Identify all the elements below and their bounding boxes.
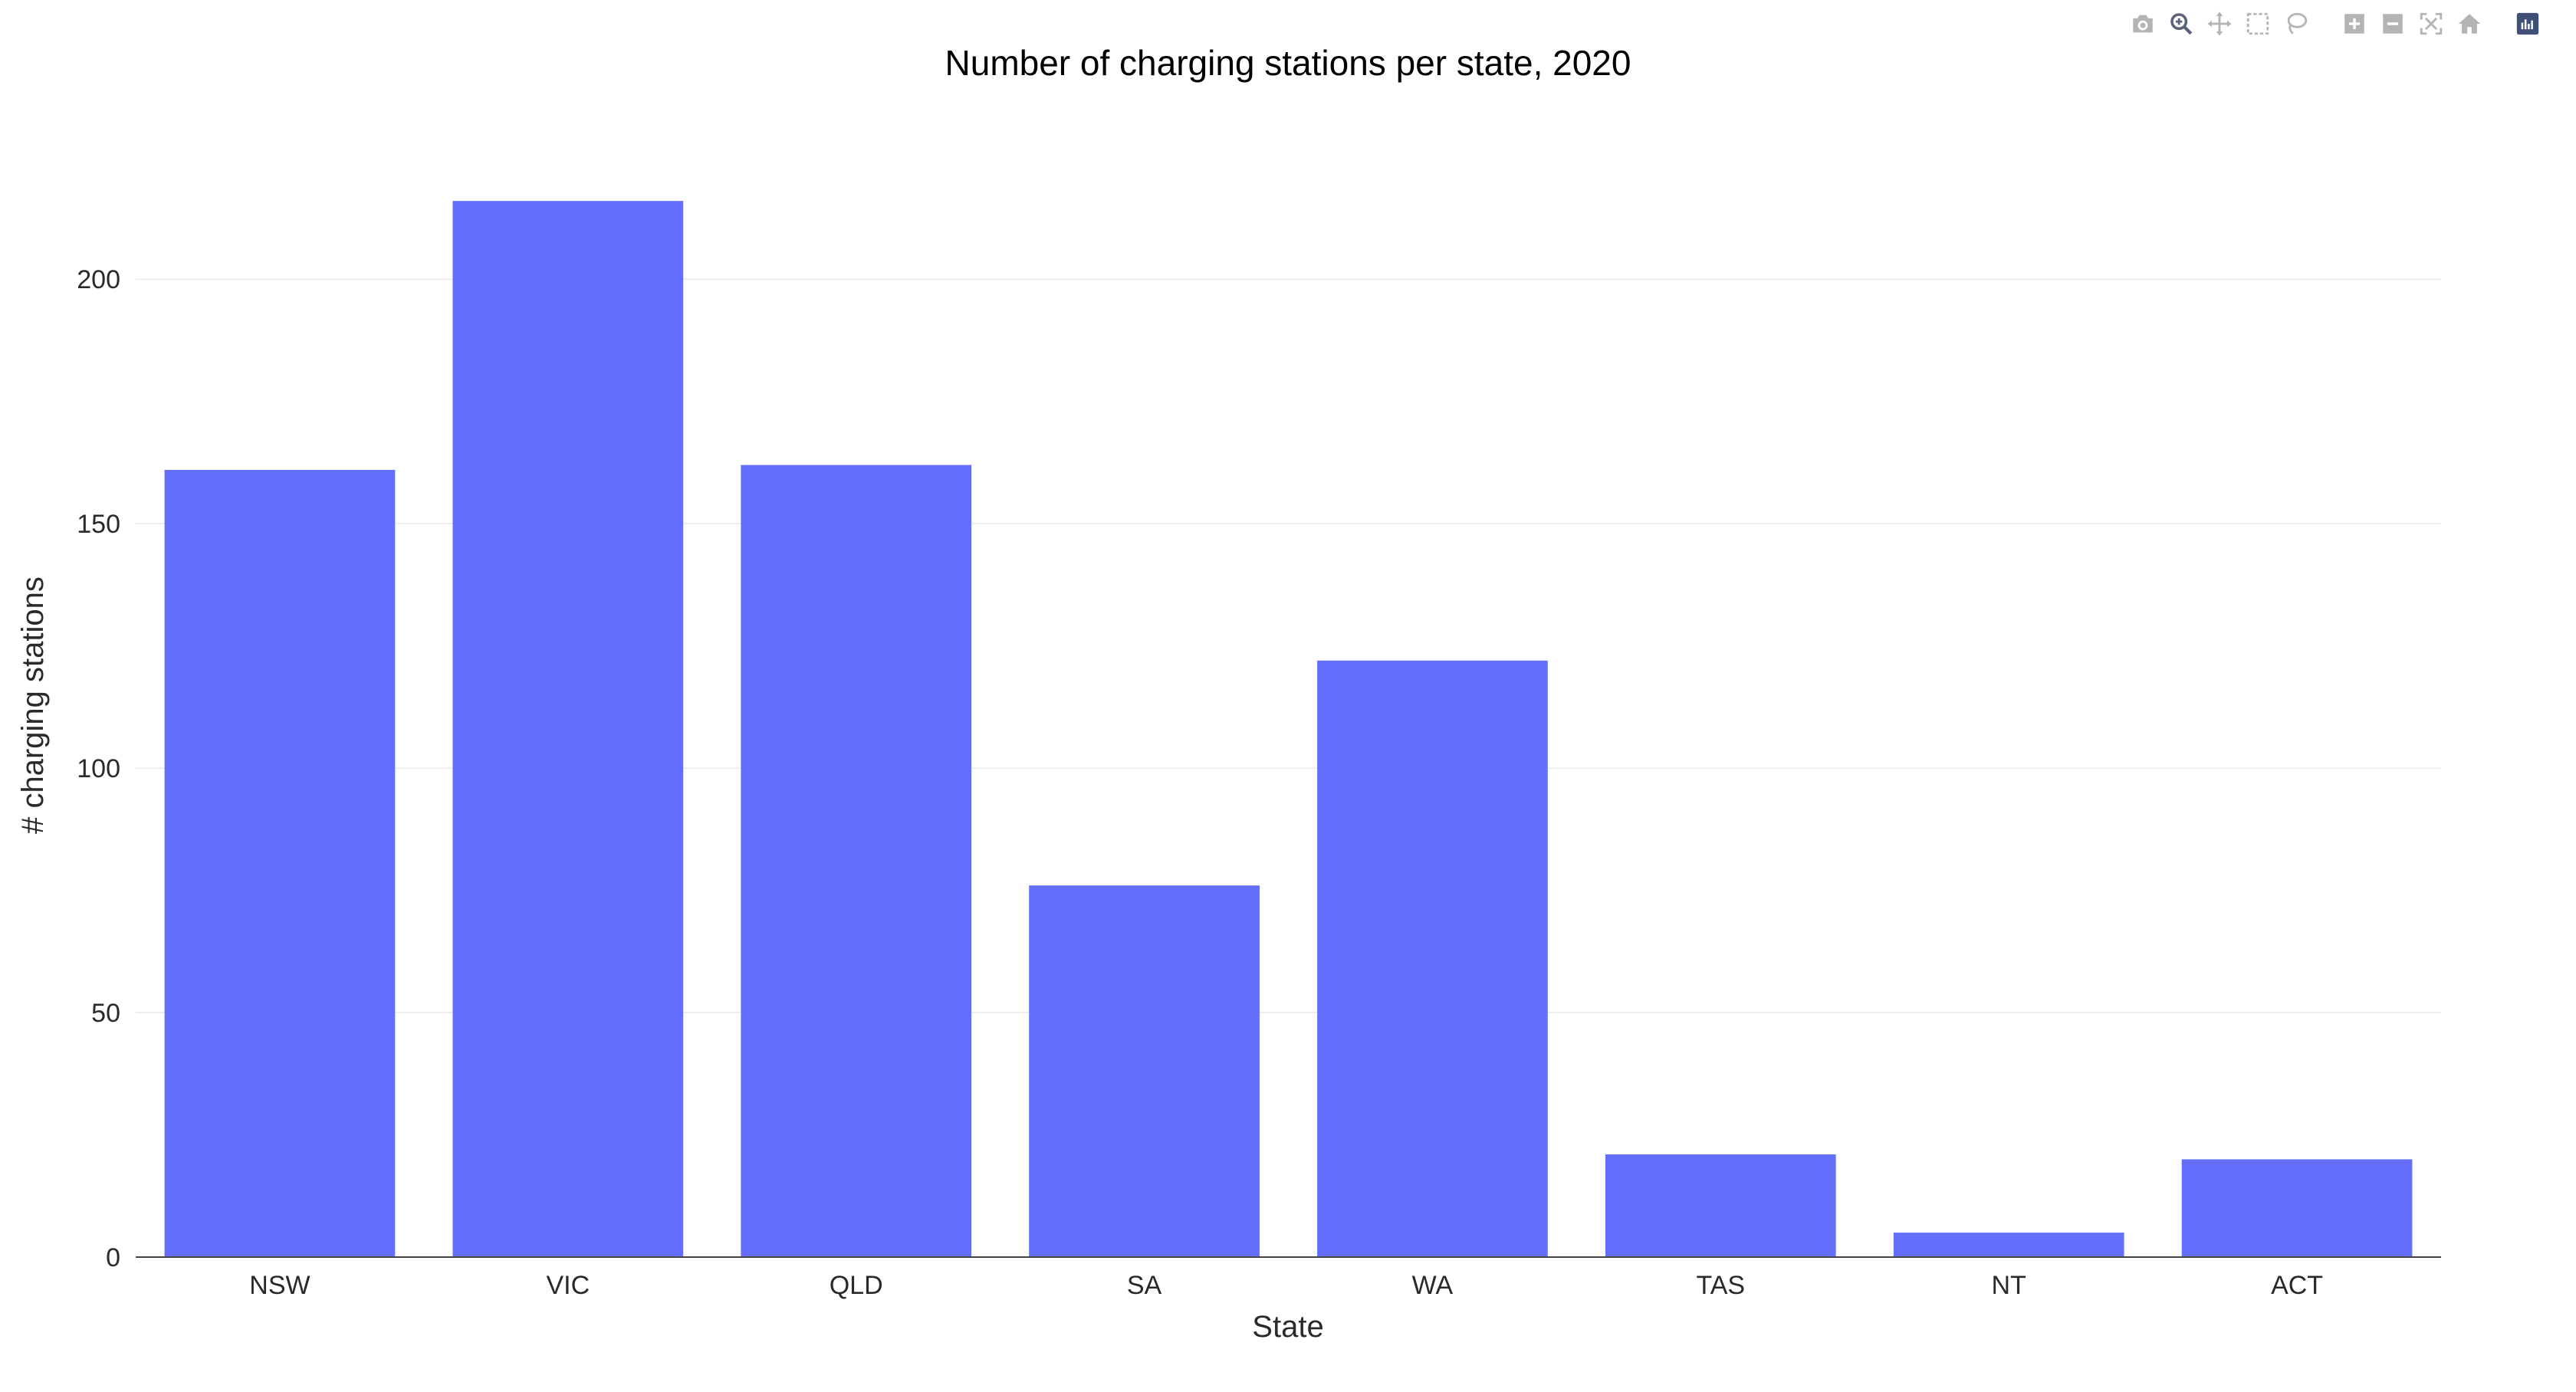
x-tick-label: WA: [1412, 1271, 1454, 1300]
y-axis-title: # charging stations: [16, 576, 50, 834]
y-axis-ticks: 0 50 100 150 200: [77, 265, 120, 1272]
x-tick-label: SA: [1127, 1271, 1162, 1300]
y-tick-label: 0: [106, 1243, 120, 1272]
x-tick-label: NT: [1992, 1271, 2026, 1300]
x-axis-title: State: [1252, 1310, 1323, 1344]
reset-axes-icon[interactable]: [2452, 6, 2487, 41]
modebar: [2125, 6, 2545, 41]
x-tick-label: VIC: [546, 1271, 590, 1300]
chart-title: Number of charging stations per state, 2…: [945, 43, 1631, 83]
zoom-out-icon[interactable]: [2375, 6, 2410, 41]
autoscale-icon[interactable]: [2413, 6, 2449, 41]
y-tick-label: 100: [77, 754, 120, 783]
plotly-logo-icon[interactable]: [2510, 6, 2545, 41]
bars: [164, 201, 2413, 1258]
camera-icon[interactable]: [2125, 6, 2160, 41]
x-axis-ticks: NSW VIC QLD SA WA TAS NT ACT: [249, 1271, 2323, 1300]
bar-vic[interactable]: [452, 201, 684, 1258]
y-tick-label: 150: [77, 510, 120, 539]
x-tick-label: NSW: [249, 1271, 310, 1300]
x-tick-label: TAS: [1697, 1271, 1746, 1300]
y-tick-label: 50: [91, 999, 120, 1028]
zoom-icon[interactable]: [2164, 6, 2199, 41]
bar-nsw[interactable]: [164, 470, 396, 1257]
bar-sa[interactable]: [1029, 885, 1260, 1257]
x-tick-label: QLD: [830, 1271, 883, 1300]
bar-wa[interactable]: [1317, 660, 1548, 1257]
box-select-icon[interactable]: [2240, 6, 2275, 41]
lasso-select-icon[interactable]: [2279, 6, 2314, 41]
bar-tas[interactable]: [1605, 1154, 1836, 1257]
bar-nt[interactable]: [1893, 1233, 2124, 1257]
pan-icon[interactable]: [2202, 6, 2237, 41]
y-tick-label: 200: [77, 265, 120, 294]
bar-act[interactable]: [2181, 1159, 2413, 1257]
x-tick-label: ACT: [2271, 1271, 2323, 1300]
zoom-in-icon[interactable]: [2337, 6, 2372, 41]
bar-qld[interactable]: [741, 465, 972, 1258]
